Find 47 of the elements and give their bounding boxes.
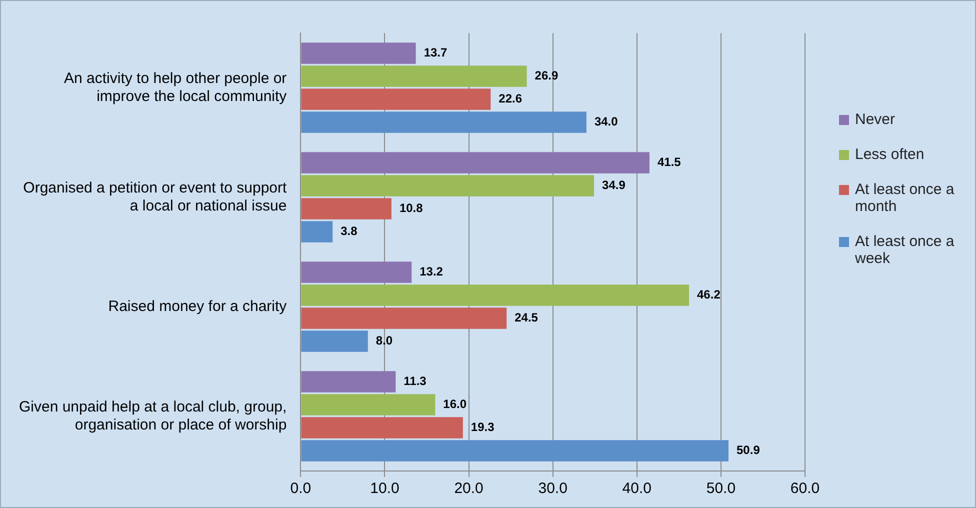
legend-label: At least once a week — [855, 233, 956, 267]
data-label: 34.0 — [594, 114, 618, 129]
legend-label: At least once a month — [855, 181, 956, 215]
data-label: 13.2 — [420, 264, 444, 279]
bar — [301, 371, 396, 392]
legend-label: Never — [855, 111, 896, 128]
bar — [301, 394, 436, 416]
x-tick-label: 20.0 — [454, 480, 484, 498]
data-label: 19.3 — [470, 420, 495, 434]
bar — [301, 42, 416, 64]
data-label: 22.6 — [498, 92, 522, 106]
data-label: 50.9 — [736, 443, 760, 458]
y-tick-label: Organised a petition or event to support a local or national issue — [23, 179, 288, 214]
bar — [301, 284, 690, 306]
bar — [301, 221, 333, 242]
data-label: 41.5 — [658, 155, 682, 170]
bar — [301, 152, 650, 174]
x-tick-label: 10.0 — [370, 480, 400, 498]
data-label: 26.9 — [534, 68, 558, 83]
y-tick-label: Raised money for a charity — [108, 298, 288, 315]
data-label: 16.0 — [443, 397, 467, 412]
bar — [301, 262, 412, 283]
x-tick-label: 0.0 — [290, 480, 312, 498]
data-label: 3.8 — [340, 224, 358, 238]
bar — [301, 330, 368, 352]
legend-label: Less often — [855, 146, 924, 163]
x-tick-label: 30.0 — [538, 480, 568, 498]
bar — [301, 417, 463, 438]
bar — [301, 66, 527, 87]
data-label: 24.5 — [514, 310, 538, 325]
bar — [301, 198, 392, 220]
bar — [301, 440, 729, 462]
data-label: 10.8 — [399, 201, 424, 216]
bar — [301, 88, 491, 110]
x-tick-label: 60.0 — [790, 480, 820, 498]
data-label: 13.7 — [424, 46, 448, 60]
bar — [301, 175, 594, 196]
data-label: 8.0 — [376, 334, 393, 348]
data-label: 34.9 — [602, 178, 626, 192]
y-tick-label: An activity to help other people or improve the local community — [64, 70, 288, 105]
data-label: 11.3 — [404, 374, 427, 388]
bar — [301, 112, 586, 133]
x-tick-label: 40.0 — [622, 480, 652, 498]
bar — [301, 308, 507, 329]
y-tick-label: Given unpaid help at a local club, group, organisation or place of worship — [18, 398, 287, 434]
x-tick-label: 50.0 — [706, 480, 736, 498]
data-label: 46.2 — [697, 288, 721, 302]
